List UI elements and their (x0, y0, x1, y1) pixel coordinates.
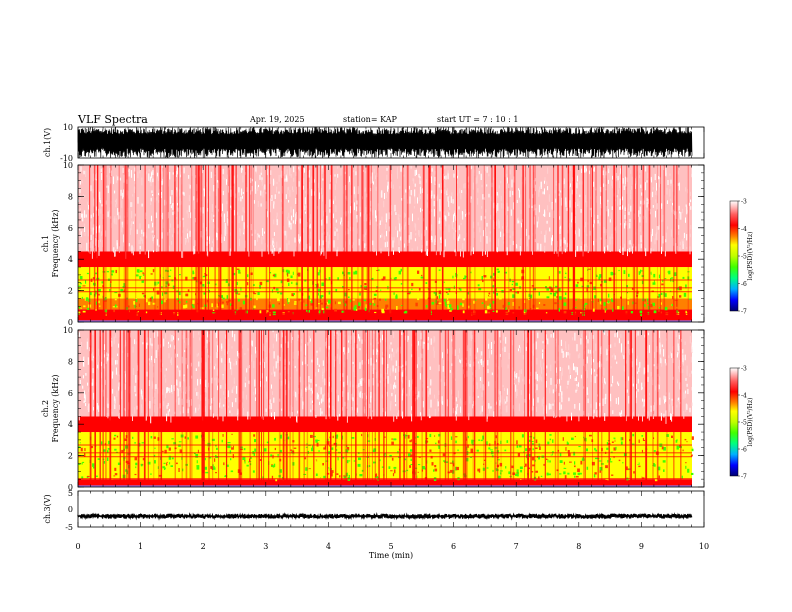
ch2-y-tick-label: 8 (68, 357, 73, 366)
ch2-y-tick-label: 6 (68, 389, 73, 398)
ch3-wave-y-tick: 0 (68, 505, 73, 514)
ch1-y-tick-label: 0 (68, 318, 73, 327)
x-tick-label: 9 (639, 542, 644, 551)
station-label: station= KAP (343, 115, 397, 124)
ch2-colorbar-label: log(PSD)(V²/Hz) (747, 398, 754, 447)
ch2-colorbar-tick: -7 (741, 474, 747, 481)
ch2-colorbar-tick: -5 (741, 420, 747, 427)
ch1-colorbar (729, 200, 739, 312)
x-tick-label: 8 (576, 542, 581, 551)
ch1-wave-y-tick: 10 (63, 123, 73, 132)
ch2-spectrogram-ylabel-1: ch.2 (41, 400, 50, 417)
x-tick-label: 2 (201, 542, 206, 551)
ch2-colorbar-tick: -6 (741, 447, 747, 454)
ch2-y-tick-label: 2 (68, 452, 73, 461)
ch1-colorbar-tick: -3 (741, 199, 747, 206)
ch1-colorbar-tick: -4 (741, 226, 747, 233)
ch2-colorbar-tick: -3 (741, 366, 747, 373)
ch1-y-tick-label: 8 (68, 192, 73, 201)
ch1-spectrogram-band (78, 298, 692, 310)
ch1-y-tick-label: 6 (68, 224, 73, 233)
ch1-spectrogram-ylabel-1: ch.1 (41, 235, 50, 252)
start-ut-label: start UT = 7 : 10 : 1 (437, 115, 519, 124)
ch1-waveform-ylabel: ch.1(V) (43, 128, 52, 157)
ch1-spectrogram-texture (78, 165, 693, 322)
ch1-colorbar-tick: -6 (741, 281, 747, 288)
ch3-waveform-ylabel: ch.3(V) (43, 494, 52, 523)
ch1-spectrogram-ylabel-2: Frequency (kHz) (51, 209, 60, 277)
x-tick-label: 10 (699, 542, 709, 551)
ch3-waveform-trace (77, 512, 693, 521)
x-tick-label: 1 (138, 542, 143, 551)
ch3-waveform-frame (77, 490, 705, 528)
x-tick-label: 7 (514, 542, 519, 551)
ch2-y-tick-label: 4 (68, 420, 73, 429)
ch1-colorbar-tick: -5 (741, 254, 747, 261)
ch1-spectrogram-band (78, 309, 692, 322)
x-tick-label: 6 (451, 542, 456, 551)
ch1-y-tick-label: 2 (68, 287, 73, 296)
ch2-spectrogram-ylabel-2: Frequency (kHz) (51, 374, 60, 442)
x-tick-label: 0 (75, 542, 80, 551)
ch2-colorbar-tick: -4 (741, 393, 747, 400)
ch1-y-tick-label: 4 (68, 255, 73, 264)
ch2-colorbar (729, 367, 739, 477)
ch1-colorbar-label: log(PSD)(V²/Hz) (747, 232, 754, 281)
x-tick-label: 3 (263, 542, 268, 551)
ch1-wave-y-tick: -10 (60, 154, 73, 163)
chart-title: VLF Spectra (78, 113, 148, 126)
ch1-colorbar-tick: -7 (741, 309, 747, 316)
ch1-waveform-trace (77, 126, 693, 159)
ch2-y-tick-label: 0 (68, 483, 73, 492)
ch2-spectrogram-band (78, 479, 692, 487)
x-tick-label: 5 (388, 542, 393, 551)
ch2-spectrogram-band (78, 416, 692, 433)
ch2-spectrogram-band (78, 432, 692, 480)
ch3-wave-y-tick: -5 (65, 523, 73, 532)
x-tick-label: 4 (326, 542, 331, 551)
ch1-spectrogram-band (78, 165, 692, 252)
date-label: Apr. 19, 2025 (250, 115, 305, 124)
x-axis-label: Time (min) (369, 551, 413, 560)
ch1-y-tick-label: 10 (63, 161, 73, 170)
ch2-y-tick-label: 10 (63, 326, 73, 335)
ch2-spectrogram-texture (78, 330, 694, 487)
ch3-wave-y-tick: 5 (68, 489, 73, 498)
